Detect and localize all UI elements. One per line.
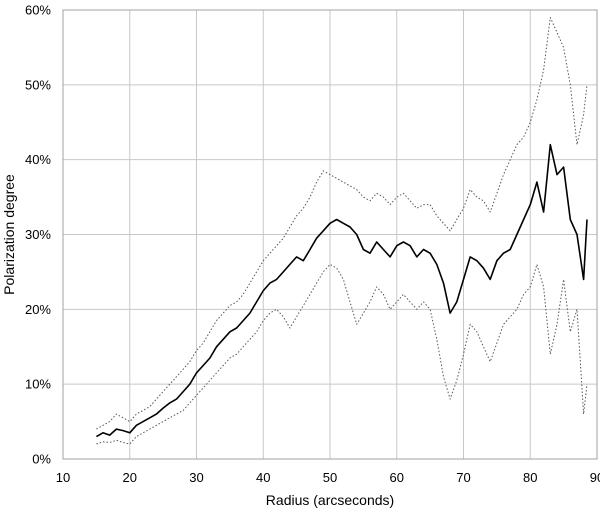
x-tick-label: 90 — [590, 470, 600, 485]
x-tick-label: 60 — [390, 470, 404, 485]
x-tick-label: 20 — [123, 470, 137, 485]
y-tick-label: 10% — [25, 377, 51, 392]
y-tick-label: 50% — [25, 77, 51, 92]
x-tick-label: 30 — [189, 470, 203, 485]
y-tick-label: 60% — [25, 3, 51, 18]
y-tick-label: 20% — [25, 302, 51, 317]
grid-layer — [62, 9, 598, 460]
lower-bound-line — [96, 263, 588, 445]
upper-bound-line — [96, 17, 588, 430]
series-layer — [96, 17, 588, 445]
x-tick-label: 10 — [56, 470, 70, 485]
x-tick-label: 50 — [323, 470, 337, 485]
y-axis-title: Polarization degree — [1, 174, 17, 295]
tick-labels: 10 20 30 40 50 60 70 80 90 0% 10% 20% 30% 40% 50% 60% — [25, 3, 600, 486]
x-tick-label: 40 — [256, 470, 270, 485]
y-tick-label: 30% — [25, 227, 51, 242]
x-tick-label: 80 — [523, 470, 537, 485]
y-tick-label: 0% — [32, 452, 51, 467]
center-line — [96, 143, 588, 438]
x-tick-label: 70 — [456, 470, 470, 485]
x-axis-title: Radius (arcseconds) — [266, 492, 394, 508]
y-tick-label: 40% — [25, 152, 51, 167]
plot-frame — [62, 9, 598, 460]
